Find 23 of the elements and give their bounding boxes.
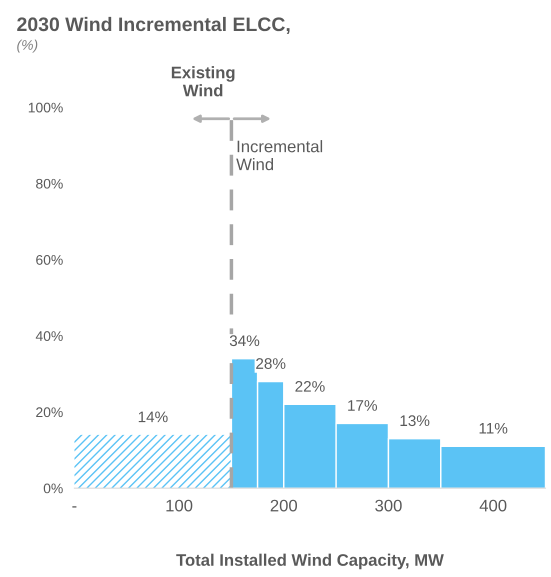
x-tick-label: 100 <box>166 500 192 512</box>
x-tick-label: - <box>72 506 76 508</box>
y-tick-label: 40% <box>36 331 63 341</box>
data-label: 28% <box>256 358 286 369</box>
data-label: 17% <box>348 400 378 411</box>
chart-subtitle: (%) <box>17 40 38 53</box>
x-tick-label: 300 <box>375 500 402 512</box>
data-label: 34% <box>230 335 260 346</box>
text: Existing Wind <box>172 66 234 96</box>
data-label: 22% <box>295 381 325 392</box>
y-tick-label: 20% <box>36 407 63 418</box>
x-axis-title: Total Installed Wind Capacity, MW <box>176 554 444 570</box>
data-label: 11% <box>480 422 508 434</box>
data-label: 14% <box>138 412 168 422</box>
chart-title: 2030 Wind Incremental ELCC, <box>17 16 290 34</box>
data-label: 13% <box>400 415 430 426</box>
y-tick-label: 80% <box>36 178 63 189</box>
y-tick-label: 100% <box>28 102 63 112</box>
y-tick-label: 0% <box>44 483 63 494</box>
annotation: Incremental Wind <box>236 140 322 170</box>
y-tick-label: 60% <box>36 254 63 265</box>
x-tick-label: 400 <box>480 500 506 512</box>
x-tick-label: 200 <box>270 500 298 512</box>
